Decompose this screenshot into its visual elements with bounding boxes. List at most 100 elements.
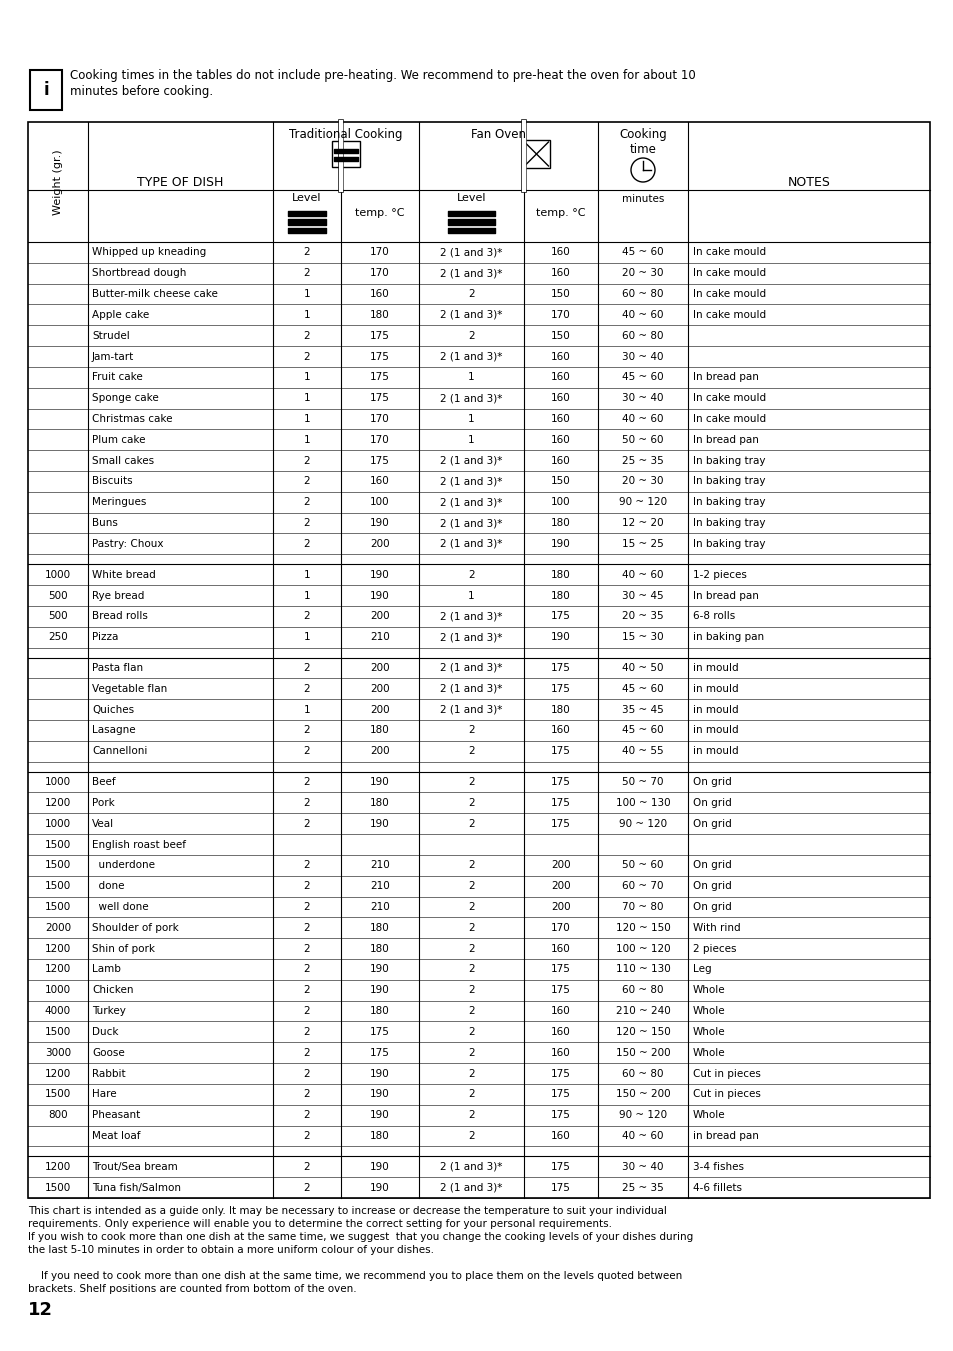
Text: 180: 180 bbox=[551, 705, 570, 715]
Text: 2: 2 bbox=[468, 1047, 475, 1058]
Text: Cannelloni: Cannelloni bbox=[91, 746, 147, 757]
Text: 2: 2 bbox=[303, 985, 310, 996]
Text: 1: 1 bbox=[303, 632, 310, 642]
Text: 2 pieces: 2 pieces bbox=[692, 943, 736, 954]
Text: 2 (1 and 3)*: 2 (1 and 3)* bbox=[440, 611, 502, 621]
Text: 175: 175 bbox=[551, 1182, 570, 1193]
Text: Bread rolls: Bread rolls bbox=[91, 611, 148, 621]
Text: 1: 1 bbox=[303, 570, 310, 580]
Text: 90 ~ 120: 90 ~ 120 bbox=[618, 819, 666, 828]
Text: 175: 175 bbox=[551, 777, 570, 788]
Text: 6-8 rolls: 6-8 rolls bbox=[692, 611, 735, 621]
Text: 180: 180 bbox=[370, 923, 390, 932]
Text: 2: 2 bbox=[303, 247, 310, 258]
Text: done: done bbox=[91, 881, 125, 892]
Text: 500: 500 bbox=[49, 590, 68, 600]
Text: 60 ~ 80: 60 ~ 80 bbox=[621, 331, 663, 340]
Text: 160: 160 bbox=[551, 1131, 570, 1142]
Text: 2: 2 bbox=[468, 1006, 475, 1016]
Text: 40 ~ 50: 40 ~ 50 bbox=[621, 663, 663, 673]
Text: in mould: in mould bbox=[692, 746, 738, 757]
Text: 2: 2 bbox=[468, 861, 475, 870]
Text: 2 (1 and 3)*: 2 (1 and 3)* bbox=[440, 309, 502, 320]
Text: In bread pan: In bread pan bbox=[692, 373, 758, 382]
Text: 1-2 pieces: 1-2 pieces bbox=[692, 570, 746, 580]
Text: 175: 175 bbox=[370, 455, 390, 466]
Text: Whole: Whole bbox=[692, 1027, 725, 1036]
Text: 40 ~ 60: 40 ~ 60 bbox=[621, 413, 663, 424]
Text: 2: 2 bbox=[303, 1089, 310, 1100]
Text: 2 (1 and 3)*: 2 (1 and 3)* bbox=[440, 351, 502, 362]
Text: 2 (1 and 3)*: 2 (1 and 3)* bbox=[440, 269, 502, 278]
Text: 2: 2 bbox=[303, 539, 310, 549]
Text: In cake mould: In cake mould bbox=[692, 269, 765, 278]
Text: 30 ~ 40: 30 ~ 40 bbox=[621, 393, 663, 403]
Text: White bread: White bread bbox=[91, 570, 155, 580]
Text: 2: 2 bbox=[468, 289, 475, 299]
Text: 2: 2 bbox=[303, 684, 310, 694]
Text: 180: 180 bbox=[370, 798, 390, 808]
Bar bbox=[30, 70, 62, 109]
Text: in mould: in mould bbox=[692, 684, 738, 694]
Text: 2: 2 bbox=[303, 798, 310, 808]
Text: 2: 2 bbox=[303, 331, 310, 340]
Text: 50 ~ 70: 50 ~ 70 bbox=[621, 777, 663, 788]
Text: 175: 175 bbox=[370, 1027, 390, 1036]
Text: 1: 1 bbox=[303, 309, 310, 320]
Text: 1200: 1200 bbox=[45, 1162, 71, 1171]
Text: Christmas cake: Christmas cake bbox=[91, 413, 172, 424]
Text: 1: 1 bbox=[303, 590, 310, 600]
Text: This chart is intended as a guide only. It may be necessary to increase or decre: This chart is intended as a guide only. … bbox=[28, 1206, 666, 1216]
Text: 160: 160 bbox=[551, 725, 570, 735]
Text: 175: 175 bbox=[370, 393, 390, 403]
Text: 2: 2 bbox=[468, 725, 475, 735]
Text: Beef: Beef bbox=[91, 777, 115, 788]
Text: English roast beef: English roast beef bbox=[91, 839, 186, 850]
Text: NOTES: NOTES bbox=[787, 176, 829, 189]
Text: 175: 175 bbox=[370, 331, 390, 340]
Bar bbox=[332, 141, 359, 168]
Text: 2: 2 bbox=[303, 923, 310, 932]
Text: Duck: Duck bbox=[91, 1027, 118, 1036]
Text: 2: 2 bbox=[468, 1069, 475, 1078]
Text: Traditional Cooking: Traditional Cooking bbox=[289, 128, 402, 141]
Text: 4-6 fillets: 4-6 fillets bbox=[692, 1182, 741, 1193]
Text: 160: 160 bbox=[551, 247, 570, 258]
Text: Apple cake: Apple cake bbox=[91, 309, 149, 320]
Text: 160: 160 bbox=[370, 477, 390, 486]
Text: Strudel: Strudel bbox=[91, 331, 130, 340]
Text: minutes before cooking.: minutes before cooking. bbox=[70, 85, 213, 99]
Text: 2: 2 bbox=[468, 570, 475, 580]
Text: 800: 800 bbox=[49, 1111, 68, 1120]
Text: 175: 175 bbox=[551, 663, 570, 673]
Text: 170: 170 bbox=[370, 435, 390, 444]
Text: 1500: 1500 bbox=[45, 1089, 71, 1100]
Text: 500: 500 bbox=[49, 611, 68, 621]
Text: 175: 175 bbox=[551, 746, 570, 757]
Text: 150: 150 bbox=[551, 289, 570, 299]
Text: 1000: 1000 bbox=[45, 570, 71, 580]
Text: 2: 2 bbox=[303, 269, 310, 278]
Text: 15 ~ 30: 15 ~ 30 bbox=[621, 632, 663, 642]
Text: 2: 2 bbox=[303, 663, 310, 673]
Text: Whipped up kneading: Whipped up kneading bbox=[91, 247, 206, 258]
Text: 175: 175 bbox=[551, 798, 570, 808]
Text: in mould: in mould bbox=[692, 725, 738, 735]
Text: Biscuits: Biscuits bbox=[91, 477, 132, 486]
Text: 2: 2 bbox=[468, 965, 475, 974]
Text: 190: 190 bbox=[370, 1089, 390, 1100]
Text: Cooking times in the tables do not include pre-heating. We recommend to pre-heat: Cooking times in the tables do not inclu… bbox=[70, 69, 695, 82]
Text: 40 ~ 60: 40 ~ 60 bbox=[621, 1131, 663, 1142]
Text: 190: 190 bbox=[551, 539, 570, 549]
Text: On grid: On grid bbox=[692, 881, 731, 892]
Text: 160: 160 bbox=[551, 393, 570, 403]
Text: 180: 180 bbox=[370, 943, 390, 954]
Text: Level: Level bbox=[292, 193, 321, 203]
Text: 180: 180 bbox=[370, 1006, 390, 1016]
Text: Trout/Sea bream: Trout/Sea bream bbox=[91, 1162, 177, 1171]
Text: Rye bread: Rye bread bbox=[91, 590, 144, 600]
Text: 2 (1 and 3)*: 2 (1 and 3)* bbox=[440, 684, 502, 694]
Text: 60 ~ 80: 60 ~ 80 bbox=[621, 289, 663, 299]
Text: Fruit cake: Fruit cake bbox=[91, 373, 143, 382]
Text: 120 ~ 150: 120 ~ 150 bbox=[615, 1027, 670, 1036]
